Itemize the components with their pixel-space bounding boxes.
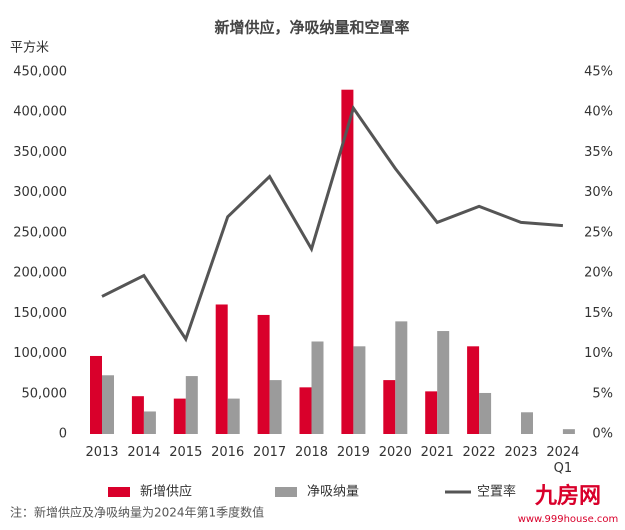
y-tick-label: 450,000	[13, 65, 67, 80]
y2-tick-label: 40%	[584, 105, 613, 120]
bar	[437, 331, 450, 434]
y2-tick-label: 25%	[584, 225, 613, 240]
x-tick-label: 2019	[336, 445, 370, 460]
y-axis-label: 平方米	[10, 40, 49, 56]
legend-label: 新增供应	[140, 484, 192, 500]
y-tick-label: 350,000	[13, 145, 67, 160]
bar	[102, 375, 114, 434]
bar	[185, 376, 198, 434]
bar	[479, 392, 492, 434]
bar	[383, 380, 396, 434]
x-tick-label: 2018	[294, 445, 329, 460]
x-tick-label: 2017	[253, 445, 287, 460]
y2-tick-label: 35%	[584, 145, 613, 160]
bar	[562, 429, 575, 434]
bar	[299, 387, 312, 434]
watermark-url: www.999house.com	[518, 514, 619, 525]
y-tick-label: 400,000	[13, 105, 67, 120]
x-tick-label: 2014	[127, 445, 161, 460]
footnote: 注：新增供应及净吸纳量为2024年第1季度数值	[10, 505, 264, 520]
bar	[425, 391, 438, 434]
bar	[341, 89, 354, 434]
bar	[143, 411, 156, 434]
y2-tick-label: 0%	[592, 427, 613, 442]
y2-tick-label: 20%	[584, 266, 613, 281]
legend-label: 净吸纳量	[307, 485, 359, 500]
legend-swatch	[275, 487, 297, 497]
x-tick-label: 2024 Q1	[546, 445, 580, 476]
bar	[257, 314, 270, 434]
x-tick-label: 2016	[211, 445, 245, 460]
bar	[395, 321, 408, 434]
bar	[215, 304, 228, 434]
x-tick-label: 2022	[462, 445, 496, 460]
y-tick-label: 0	[59, 427, 67, 442]
watermark-logo: 九房网	[534, 483, 601, 509]
x-tick-label: 2023	[504, 445, 538, 460]
bar	[173, 398, 186, 434]
bar	[131, 396, 144, 434]
bar	[521, 412, 533, 434]
bar	[227, 398, 240, 434]
bar	[269, 380, 282, 434]
chart-title: 新增供应，净吸纳量和空置率	[214, 19, 409, 37]
y2-tick-label: 15%	[584, 306, 613, 321]
legend-swatch	[108, 487, 130, 497]
x-tick-label: 2021	[420, 445, 454, 460]
y-tick-label: 150,000	[13, 306, 67, 321]
y2-tick-label: 45%	[584, 65, 613, 80]
x-tick-label: 2013	[85, 445, 119, 460]
y-tick-label: 300,000	[13, 185, 67, 200]
x-tick-label: 2015	[169, 445, 203, 460]
y-tick-label: 50,000	[22, 386, 68, 401]
y-tick-label: 100,000	[13, 346, 67, 361]
y-tick-label: 250,000	[13, 225, 67, 240]
legend-label: 空置率	[477, 484, 516, 500]
bar	[353, 346, 366, 434]
y2-tick-label: 5%	[592, 386, 613, 401]
x-tick-label: 2020	[378, 445, 412, 460]
y-tick-label: 200,000	[13, 266, 67, 281]
y2-tick-label: 10%	[584, 346, 613, 361]
y2-tick-label: 30%	[584, 185, 613, 200]
bar	[90, 355, 102, 434]
bar	[467, 346, 480, 434]
bar	[311, 341, 324, 434]
line	[101, 104, 564, 343]
